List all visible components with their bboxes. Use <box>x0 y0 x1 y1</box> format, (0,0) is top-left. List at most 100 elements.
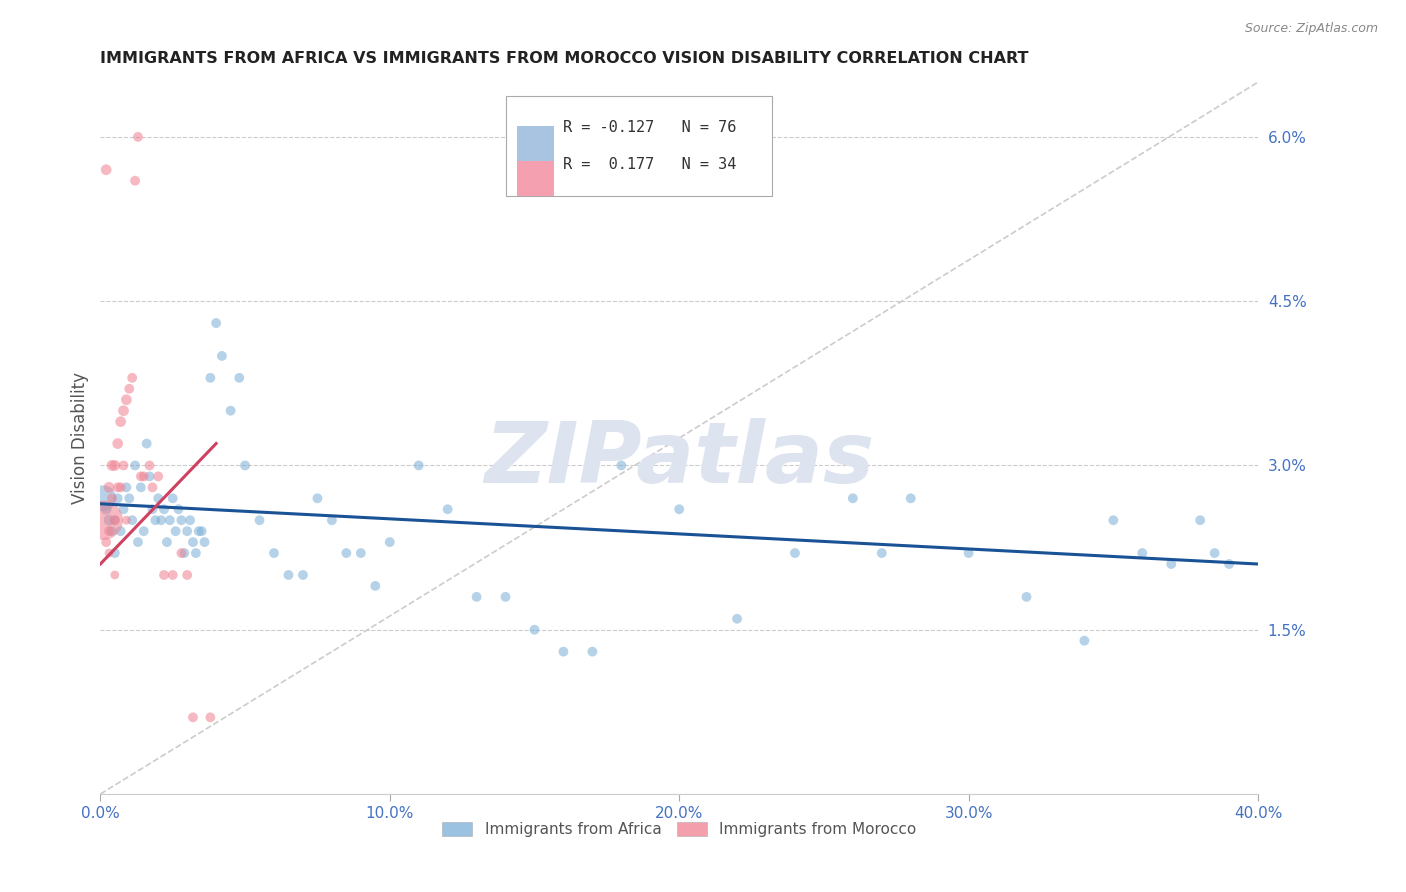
Point <box>436 502 458 516</box>
Point <box>104 513 127 527</box>
Point <box>124 174 146 188</box>
Point <box>143 513 166 527</box>
Point <box>127 129 149 144</box>
Point <box>141 502 163 516</box>
Point <box>98 480 121 494</box>
Point <box>101 524 124 538</box>
Point <box>408 458 430 473</box>
Point <box>364 579 387 593</box>
Point <box>167 502 190 516</box>
Point <box>870 546 893 560</box>
Text: IMMIGRANTS FROM AFRICA VS IMMIGRANTS FROM MOROCCO VISION DISABILITY CORRELATION : IMMIGRANTS FROM AFRICA VS IMMIGRANTS FRO… <box>100 51 1029 66</box>
Text: R = -0.127   N = 76: R = -0.127 N = 76 <box>564 120 737 136</box>
Point <box>115 392 138 407</box>
Point <box>121 371 143 385</box>
Point <box>783 546 806 560</box>
Point <box>725 612 748 626</box>
Point <box>112 458 135 473</box>
Point <box>335 546 357 560</box>
Point <box>842 491 865 506</box>
Point <box>187 524 209 538</box>
Point <box>668 502 690 516</box>
Legend: Immigrants from Africa, Immigrants from Morocco: Immigrants from Africa, Immigrants from … <box>436 816 922 843</box>
Point <box>153 502 176 516</box>
Point <box>104 568 127 582</box>
Point <box>124 458 146 473</box>
Point <box>378 535 401 549</box>
Point <box>112 502 135 516</box>
Point <box>219 403 242 417</box>
Point <box>321 513 343 527</box>
Point <box>159 513 181 527</box>
FancyBboxPatch shape <box>517 161 554 195</box>
Point <box>193 535 215 549</box>
Point <box>495 590 517 604</box>
FancyBboxPatch shape <box>506 96 772 196</box>
Y-axis label: Vision Disability: Vision Disability <box>72 372 89 504</box>
Point <box>465 590 488 604</box>
Point <box>101 491 124 506</box>
Point <box>138 458 160 473</box>
Point <box>110 415 132 429</box>
Point <box>101 458 124 473</box>
Point <box>132 524 155 538</box>
Point <box>610 458 633 473</box>
Point <box>1015 590 1038 604</box>
Point <box>184 546 207 560</box>
FancyBboxPatch shape <box>517 127 554 161</box>
Point <box>104 458 127 473</box>
Point <box>107 436 129 450</box>
Point <box>173 546 195 560</box>
Point <box>200 371 222 385</box>
Point <box>1160 557 1182 571</box>
Point <box>228 371 250 385</box>
Point <box>181 535 204 549</box>
Point <box>277 568 299 582</box>
Point <box>263 546 285 560</box>
Point <box>249 513 271 527</box>
Point <box>91 491 114 506</box>
Point <box>233 458 256 473</box>
Point <box>957 546 980 560</box>
Point <box>110 480 132 494</box>
Point <box>581 645 603 659</box>
Point <box>181 710 204 724</box>
Point <box>129 480 152 494</box>
Point <box>291 568 314 582</box>
Point <box>156 535 179 549</box>
Point <box>121 513 143 527</box>
Point <box>211 349 233 363</box>
Point <box>104 546 127 560</box>
Point <box>98 513 121 527</box>
Point <box>205 316 228 330</box>
Point <box>115 513 138 527</box>
Point <box>190 524 212 538</box>
Point <box>162 491 184 506</box>
Point <box>523 623 546 637</box>
Point <box>553 645 575 659</box>
Point <box>1218 557 1240 571</box>
Point <box>1073 633 1095 648</box>
Point <box>162 568 184 582</box>
Point <box>118 382 141 396</box>
Point <box>150 513 173 527</box>
Point <box>165 524 187 538</box>
Point <box>1102 513 1125 527</box>
Point <box>104 513 127 527</box>
Text: Source: ZipAtlas.com: Source: ZipAtlas.com <box>1244 22 1378 36</box>
Point <box>110 524 132 538</box>
Point <box>900 491 922 506</box>
Point <box>179 513 201 527</box>
Point <box>350 546 373 560</box>
Text: R =  0.177   N = 34: R = 0.177 N = 34 <box>564 157 737 172</box>
Text: ZIPatlas: ZIPatlas <box>484 418 875 501</box>
Point <box>129 469 152 483</box>
Point <box>200 710 222 724</box>
Point <box>98 546 121 560</box>
Point <box>94 535 117 549</box>
Point <box>1204 546 1226 560</box>
Point <box>138 469 160 483</box>
Point <box>307 491 329 506</box>
Point <box>148 491 170 506</box>
Point <box>107 491 129 506</box>
